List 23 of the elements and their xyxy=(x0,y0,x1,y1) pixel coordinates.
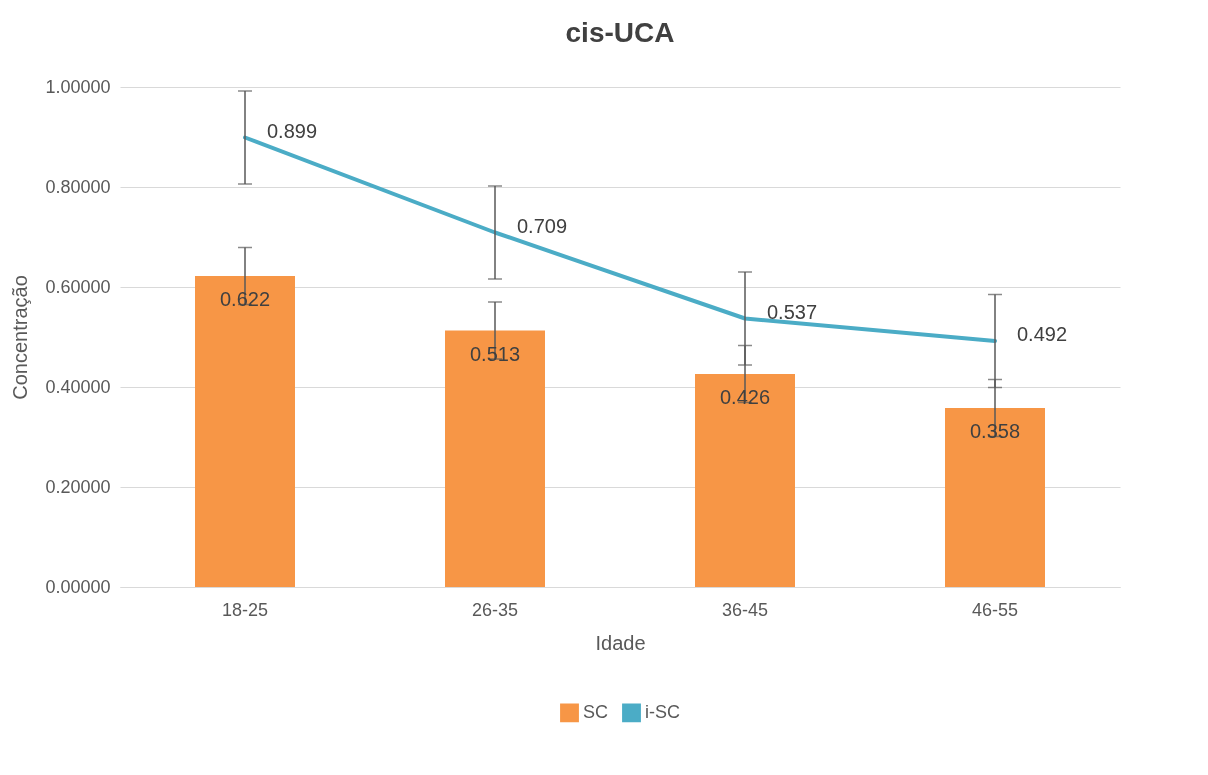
bar xyxy=(445,330,545,587)
y-tick-label: 1.00000 xyxy=(45,76,111,97)
x-axis-title: Idade xyxy=(595,631,646,654)
data-label: 0.899 xyxy=(267,119,318,142)
chart-title: cis-UCA xyxy=(565,17,675,48)
x-tick-label: 36-45 xyxy=(721,599,769,620)
data-label: 0.709 xyxy=(517,214,568,237)
legend-label: SC xyxy=(583,701,609,722)
bar xyxy=(695,374,795,587)
bar xyxy=(945,408,1045,587)
y-tick-label: 0.20000 xyxy=(45,476,111,497)
y-axis-title: Concentração xyxy=(9,275,32,400)
data-label: 0.492 xyxy=(1017,323,1068,345)
legend-label: i-SC xyxy=(645,701,680,722)
y-tick-label: 0.40000 xyxy=(45,376,111,397)
bar xyxy=(195,276,295,587)
y-tick-label: 0.80000 xyxy=(45,176,111,197)
data-label: 0.537 xyxy=(767,300,818,323)
x-tick-label: 18-25 xyxy=(221,599,269,620)
x-tick-label: 46-55 xyxy=(971,599,1019,620)
y-tick-label: 0.00000 xyxy=(45,576,111,597)
y-tick-label: 0.60000 xyxy=(45,276,111,297)
x-tick-label: 26-35 xyxy=(471,599,519,620)
